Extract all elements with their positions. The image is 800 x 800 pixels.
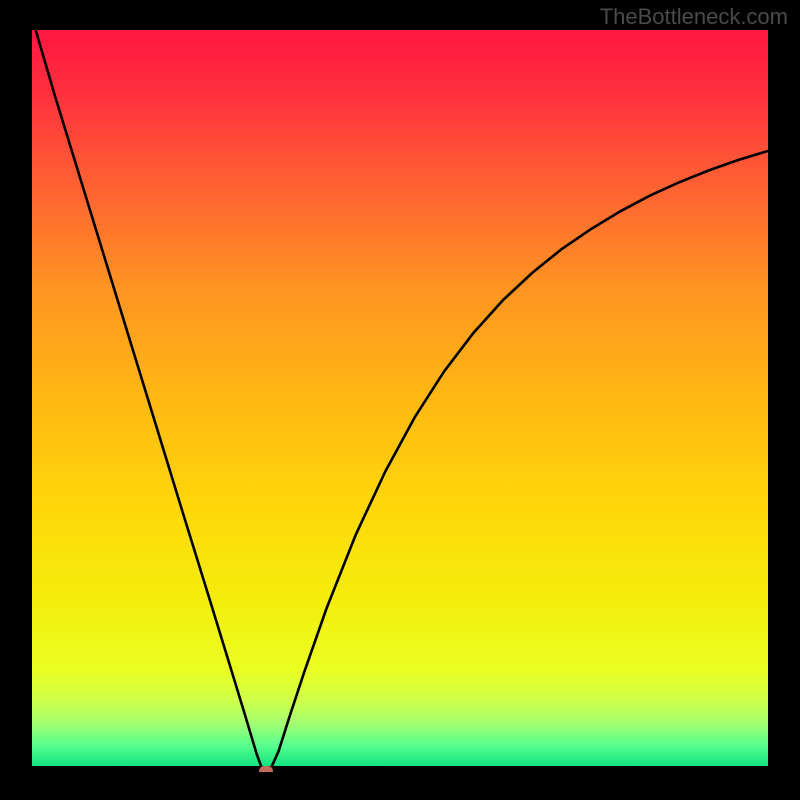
minimum-marker bbox=[259, 766, 273, 772]
curve-layer bbox=[32, 30, 768, 772]
plot-inner bbox=[32, 30, 768, 772]
watermark-text: TheBottleneck.com bbox=[600, 4, 788, 30]
plot-area bbox=[32, 30, 768, 772]
chart-container: { "watermark": { "text": "TheBottleneck.… bbox=[0, 0, 800, 800]
bottleneck-curve bbox=[36, 30, 768, 772]
